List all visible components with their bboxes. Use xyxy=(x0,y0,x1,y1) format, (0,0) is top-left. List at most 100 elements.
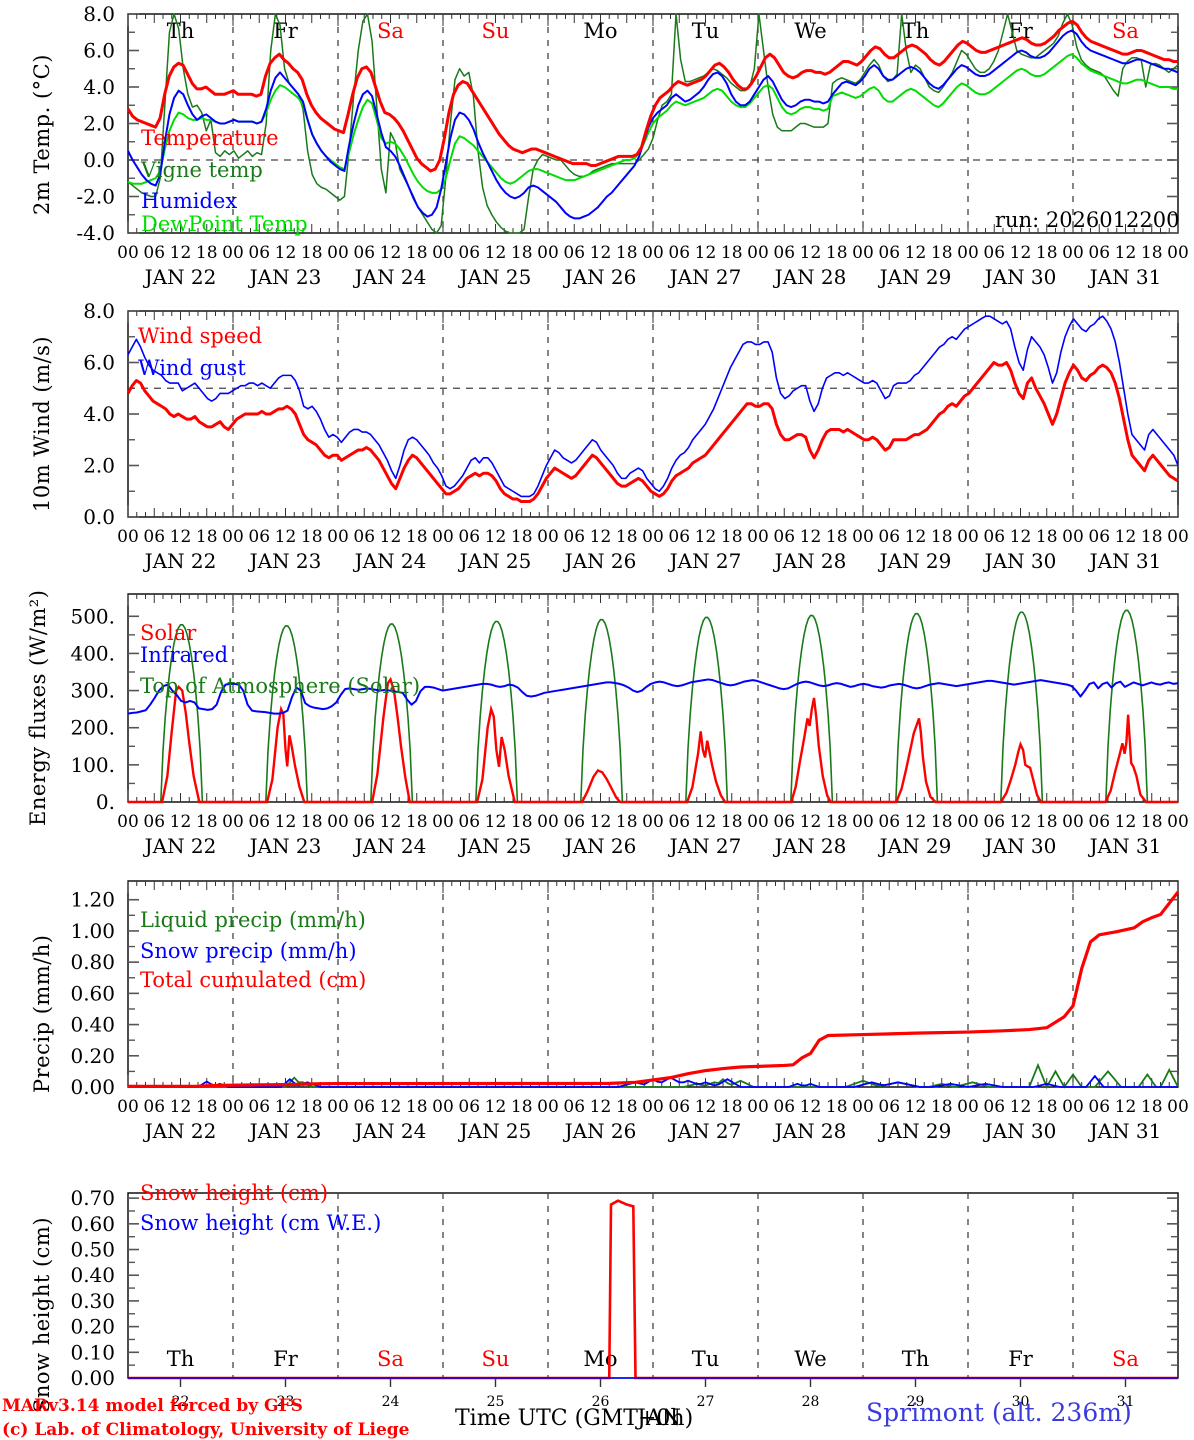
energy-fluxes-plot: 500.400.300.200.100.0.00 06 12 18 00 06 12 18 00… xyxy=(70,593,1189,858)
y-tick-label: 2.0 xyxy=(83,454,115,478)
hour-tick-label: 18 xyxy=(1141,812,1163,832)
series-temperature xyxy=(126,19,1178,173)
date-label: JAN 30 xyxy=(983,265,1057,289)
legend-temperature: Temperature xyxy=(141,126,279,150)
series-snow-height xyxy=(128,1199,1178,1380)
hour-tick-label: 00 xyxy=(327,812,349,832)
y-tick-label: 8.0 xyxy=(83,299,115,323)
hour-tick-label: 18 xyxy=(1141,243,1163,263)
hour-tick-label: 12 xyxy=(695,1097,717,1117)
hour-tick-label: 18 xyxy=(826,527,848,547)
precip-ylabel: Precip (mm/h) xyxy=(30,934,54,1093)
weekday-label: Sa xyxy=(1112,1347,1139,1371)
hour-tick-label: 12 xyxy=(275,1097,297,1117)
day-number-label: 22 xyxy=(172,1394,190,1410)
y-tick-label: 300. xyxy=(70,679,115,703)
y-tick-label: 0.40 xyxy=(70,1263,115,1287)
y-tick-label: 1.00 xyxy=(70,919,115,943)
hour-tick-label: 12 xyxy=(590,243,612,263)
weekday-label: Mo xyxy=(583,19,617,43)
snow-height-plot: 0.700.600.500.400.300.200.100.00 22 23 24 25… xyxy=(70,1186,1179,1410)
hour-tick-label: 18 xyxy=(721,527,743,547)
hour-tick-label: 18 xyxy=(196,243,218,263)
date-label: JAN 26 xyxy=(563,265,637,289)
series-wind-speed xyxy=(126,361,1179,504)
y-tick-label: 0.70 xyxy=(70,1186,115,1210)
hour-tick-label: 12 xyxy=(590,527,612,547)
hour-tick-label: 00 xyxy=(327,527,349,547)
weekday-label: Sa xyxy=(377,19,404,43)
weekday-label: Sa xyxy=(1112,19,1139,43)
hour-tick-label: 12 xyxy=(170,1097,192,1117)
hour-tick-label: 00 xyxy=(432,812,454,832)
hour-tick-label: 18 xyxy=(1036,243,1058,263)
legend-snow-height: Snow height (cm) xyxy=(140,1181,329,1205)
hour-tick-label: 12 xyxy=(1115,527,1137,547)
y-tick-label: 0.30 xyxy=(70,1289,115,1313)
hour-tick-label: 18 xyxy=(616,812,638,832)
hour-tick-label: 00 xyxy=(642,527,664,547)
y-tick-label: 100. xyxy=(70,753,115,777)
hour-tick-label: 00 xyxy=(537,812,559,832)
panel-snow-height: 0.70 0.60 0.50 0.40 0.30 0.20 0.10 0.00 22 23 24 25… xyxy=(0,1163,1194,1440)
y-tick-label: 0.0 xyxy=(83,505,115,529)
hour-tick-label: 18 xyxy=(616,243,638,263)
date-label: JAN 22 xyxy=(143,265,217,289)
hour-tick-label: 18 xyxy=(721,243,743,263)
y-tick-label: 6.0 xyxy=(83,39,115,63)
legend-snow-precip: Snow precip (mm/h) xyxy=(140,939,357,963)
date-label: JAN 27 xyxy=(668,1119,742,1143)
date-label: JAN 31 xyxy=(1088,1119,1162,1143)
y-tick-label: 4.0 xyxy=(83,75,115,99)
y-tick-label: 0.00 xyxy=(70,1366,115,1390)
hour-tick-label: 12 xyxy=(275,527,297,547)
hour-tick-label: 12 xyxy=(170,243,192,263)
day-number-label: 26 xyxy=(592,1394,610,1410)
hour-tick-label: 06 xyxy=(143,1097,165,1117)
hour-tick-label: 12 xyxy=(905,812,927,832)
temperature-ylabel: 2m Temp. (°C) xyxy=(30,54,54,215)
hour-tick-label: 12 xyxy=(1010,812,1032,832)
hour-tick-label: 06 xyxy=(248,527,270,547)
date-label: JAN 25 xyxy=(458,1119,532,1143)
hour-tick-label: 00 xyxy=(642,812,664,832)
date-label: JAN 26 xyxy=(563,834,637,858)
hour-tick-label: 00 xyxy=(432,1097,454,1117)
date-label: JAN 24 xyxy=(353,1119,427,1143)
hour-tick-label: 06 xyxy=(1088,812,1110,832)
hour-tick-label: 00 xyxy=(222,1097,244,1117)
legend-vigne-temp: Vigne temp xyxy=(141,158,263,182)
hour-tick-label: 18 xyxy=(931,812,953,832)
hour-tick-label: 00 xyxy=(222,527,244,547)
hour-tick-label: 06 xyxy=(143,243,165,263)
hour-tick-label: 18 xyxy=(511,243,533,263)
hour-tick-label: 12 xyxy=(695,527,717,547)
hour-tick-label: 06 xyxy=(458,527,480,547)
hour-tick-label: 06 xyxy=(1088,243,1110,263)
hour-tick-label: 06 xyxy=(1088,1097,1110,1117)
date-label: JAN 26 xyxy=(563,1119,637,1143)
hour-tick-label: 00 xyxy=(1167,527,1189,547)
hour-tick-label: 00 xyxy=(852,812,874,832)
hour-tick-label: 12 xyxy=(695,243,717,263)
date-label: JAN 23 xyxy=(248,549,322,573)
hour-tick-label: 00 xyxy=(957,243,979,263)
hour-tick-label: 18 xyxy=(1036,527,1058,547)
y-tick-label: 200. xyxy=(70,716,115,740)
date-label: JAN 24 xyxy=(353,265,427,289)
date-label: JAN 22 xyxy=(143,1119,217,1143)
weekday-label: Tu xyxy=(692,19,720,43)
wind-ylabel: 10m Wind (m/s) xyxy=(30,335,54,512)
y-tick-label: 500. xyxy=(70,604,115,628)
date-label: JAN 22 xyxy=(143,834,217,858)
weekday-label: Th xyxy=(167,1347,195,1371)
hour-tick-label: 06 xyxy=(563,527,585,547)
hour-tick-label: 18 xyxy=(301,1097,323,1117)
hour-tick-label: 12 xyxy=(800,1097,822,1117)
date-label: JAN 25 xyxy=(458,549,532,573)
hour-tick-label: 00 xyxy=(537,527,559,547)
hour-tick-label: 00 xyxy=(327,243,349,263)
hour-tick-label: 06 xyxy=(773,812,795,832)
series-infrared xyxy=(127,678,1179,715)
